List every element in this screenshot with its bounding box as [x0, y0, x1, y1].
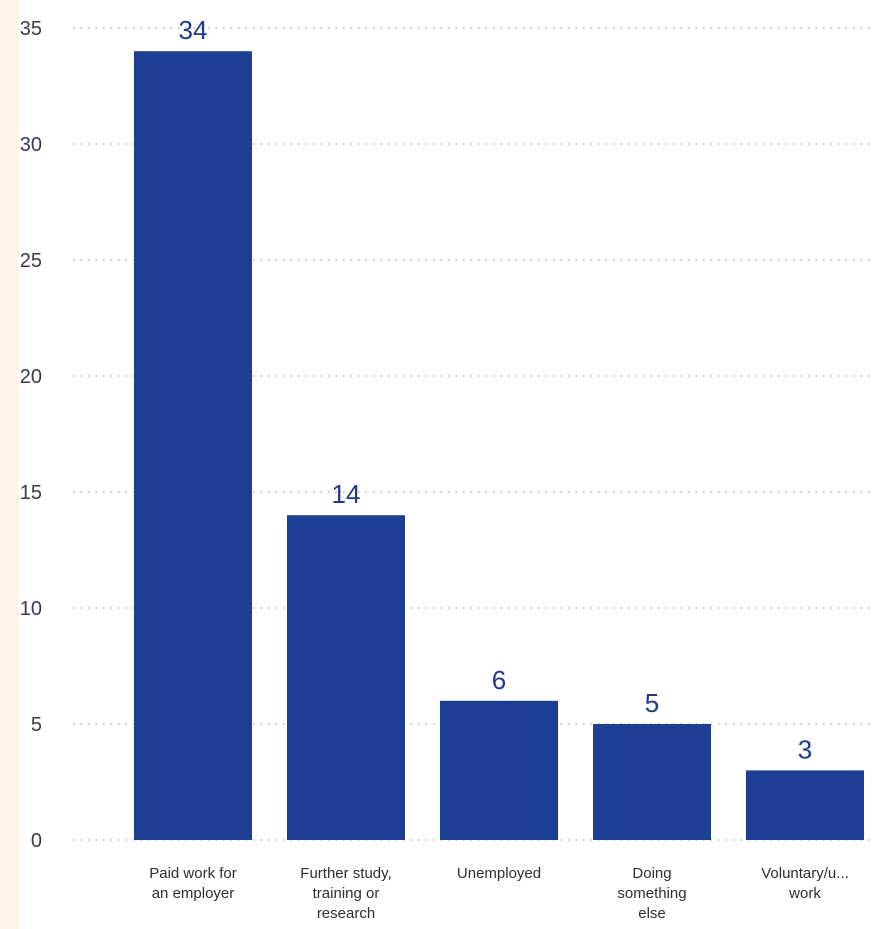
bar — [746, 770, 864, 840]
y-tick-label: 20 — [20, 366, 42, 388]
y-tick-label: 25 — [20, 250, 42, 272]
bar — [593, 724, 711, 840]
bar — [134, 51, 252, 840]
y-tick-label: 30 — [20, 134, 42, 156]
x-tick-label: Voluntary/u... — [761, 865, 849, 882]
bar — [287, 515, 405, 840]
x-tick-label: research — [317, 905, 375, 922]
data-label: 6 — [492, 665, 506, 695]
y-tick-label: 0 — [31, 830, 42, 852]
y-tick-label: 5 — [31, 714, 42, 736]
y-tick-label: 35 — [20, 18, 42, 40]
x-tick-label: else — [638, 905, 666, 922]
x-tick-label: something — [617, 885, 686, 902]
data-label: 14 — [332, 479, 361, 509]
y-tick-label: 15 — [20, 482, 42, 504]
data-label: 3 — [798, 734, 812, 764]
x-tick-label: Paid work for — [149, 865, 237, 882]
x-tick-label: Doing — [632, 865, 671, 882]
x-tick-label: training or — [313, 885, 380, 902]
x-tick-label: work — [788, 885, 821, 902]
left-margin-strip — [0, 0, 19, 929]
x-tick-label: Further study, — [300, 865, 391, 882]
x-tick-label: Unemployed — [457, 865, 541, 882]
x-tick-label: an employer — [152, 885, 235, 902]
data-label: 5 — [645, 688, 659, 718]
y-tick-label: 10 — [20, 598, 42, 620]
bar — [440, 700, 558, 840]
data-label: 34 — [179, 15, 208, 45]
